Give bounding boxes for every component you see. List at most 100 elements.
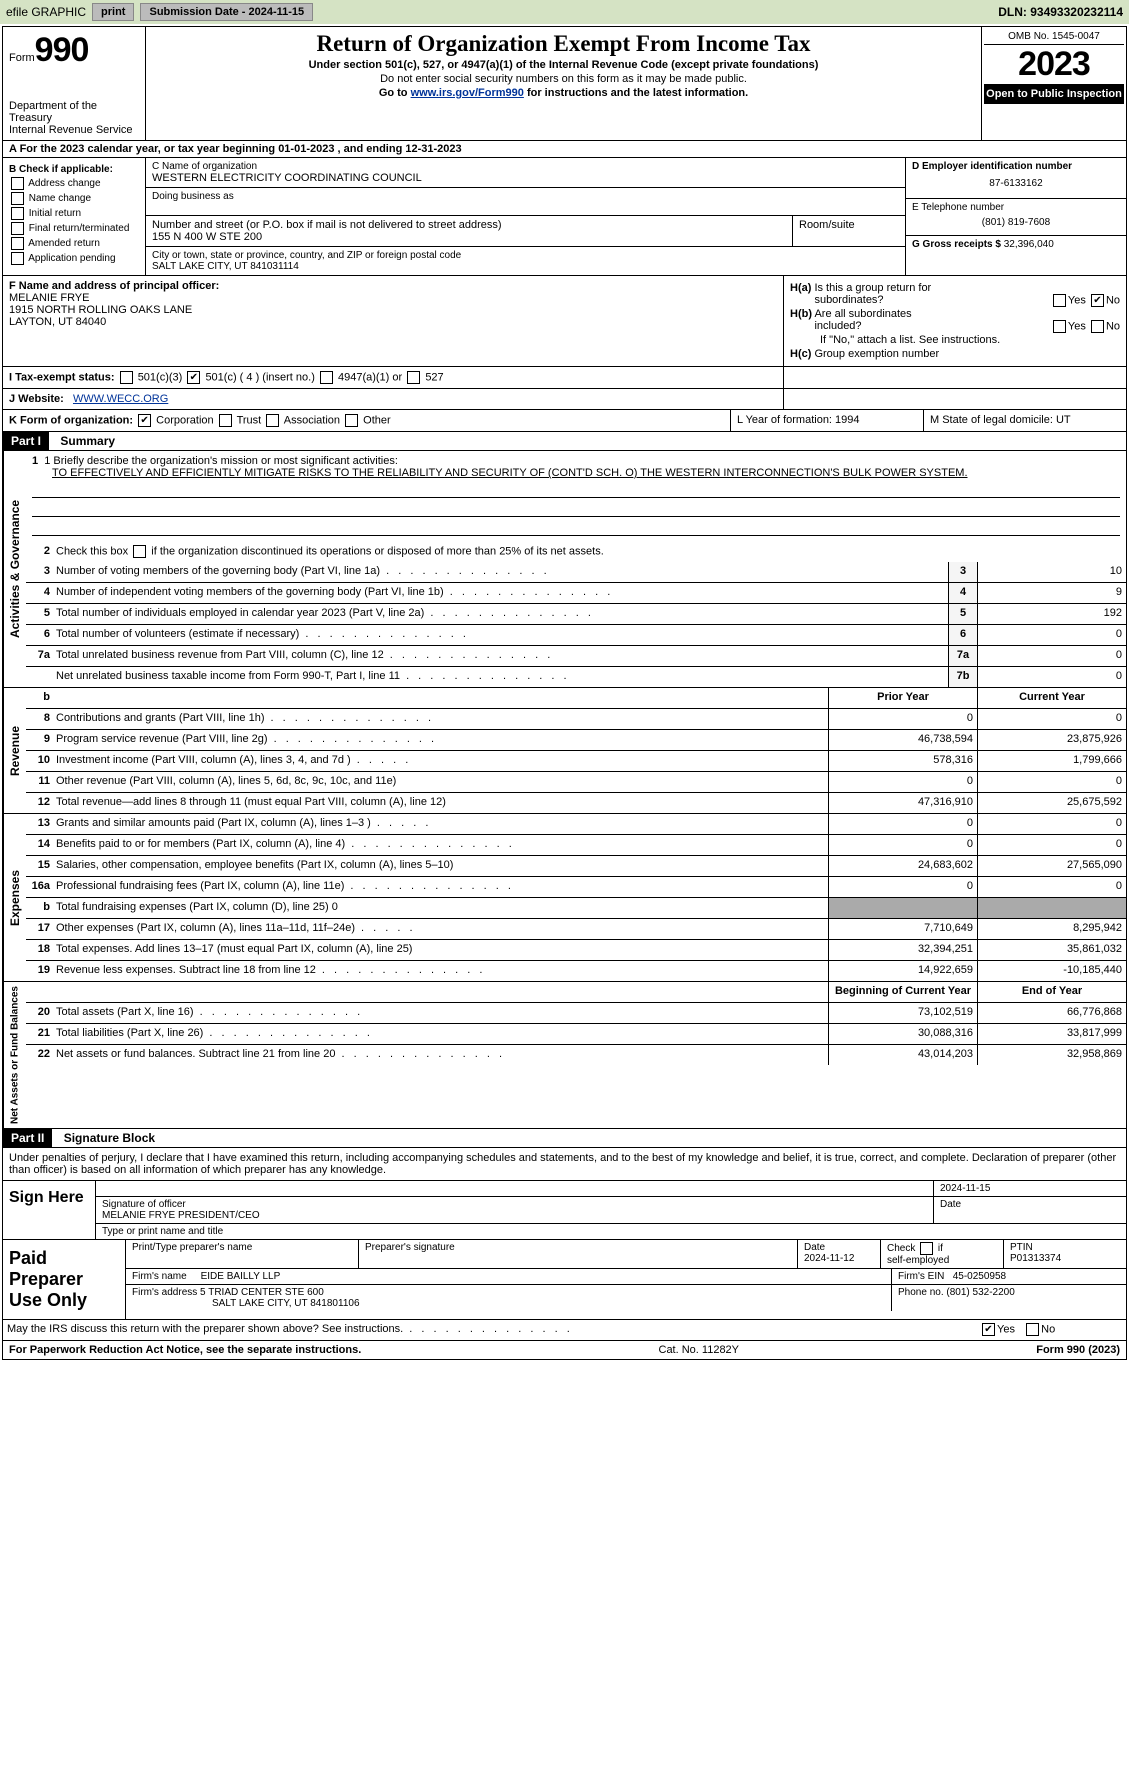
form-warn: Do not enter social security numbers on … <box>152 73 975 85</box>
form-container: Form990 Department of the Treasury Inter… <box>2 26 1127 1360</box>
line-1-mission: 1 1 Briefly describe the organization's … <box>26 451 1126 542</box>
other-checkbox[interactable] <box>345 414 358 427</box>
tab-net-assets: Net Assets or Fund Balances <box>3 982 26 1128</box>
self-employed-checkbox[interactable] <box>920 1242 933 1255</box>
form-header: Form990 Department of the Treasury Inter… <box>3 27 1126 141</box>
line-17: Other expenses (Part IX, column (A), lin… <box>52 919 828 939</box>
line-11: Other revenue (Part VIII, column (A), li… <box>52 772 828 792</box>
submission-date-button[interactable]: Submission Date - 2024-11-15 <box>140 3 313 21</box>
amended-return-checkbox[interactable] <box>11 237 24 250</box>
section-b-through-g: B Check if applicable: Address change Na… <box>3 158 1126 276</box>
type-print-label: Type or print name and title <box>96 1224 1126 1239</box>
footer-form: Form 990 (2023) <box>1036 1344 1120 1356</box>
form-title: Return of Organization Exempt From Incom… <box>152 31 975 57</box>
current-year-hdr: Current Year <box>977 688 1126 708</box>
line2-checkbox[interactable] <box>133 545 146 558</box>
line-4: Number of independent voting members of … <box>52 583 948 603</box>
501c3-checkbox[interactable] <box>120 371 133 384</box>
row-f-h: F Name and address of principal officer:… <box>3 276 1126 367</box>
phone-value: (801) 819-7608 <box>912 213 1120 232</box>
ein-label: D Employer identification number <box>912 161 1120 172</box>
line-2: Check this box if the organization disco… <box>52 542 1126 562</box>
line-20: Total assets (Part X, line 16) <box>52 1003 828 1023</box>
final-return-checkbox[interactable] <box>11 222 24 235</box>
line-7a-val: 0 <box>977 646 1126 666</box>
footer-left: For Paperwork Reduction Act Notice, see … <box>9 1344 361 1356</box>
ha-yes-checkbox[interactable] <box>1053 294 1066 307</box>
omb-number: OMB No. 1545-0047 <box>984 29 1124 45</box>
address-change-checkbox[interactable] <box>11 177 24 190</box>
open-inspection-badge: Open to Public Inspection <box>984 84 1124 104</box>
4947-checkbox[interactable] <box>320 371 333 384</box>
application-pending-checkbox[interactable] <box>11 252 24 265</box>
officer-name-title: MELANIE FRYE PRESIDENT/CEO <box>102 1210 927 1221</box>
sig-date: 2024-11-15 <box>934 1181 1126 1196</box>
line-7b: Net unrelated business taxable income fr… <box>52 667 948 687</box>
hb-yes-checkbox[interactable] <box>1053 320 1066 333</box>
firm-ein: 45-0250958 <box>953 1271 1006 1282</box>
expenses-section: Expenses 13Grants and similar amounts pa… <box>3 814 1126 982</box>
col-c-org-info: C Name of organization WESTERN ELECTRICI… <box>146 158 906 275</box>
officer-addr2: LAYTON, UT 84040 <box>9 316 777 328</box>
state-domicile: M State of legal domicile: UT <box>924 410 1126 431</box>
city-label: City or town, state or province, country… <box>152 250 899 261</box>
line-9: Program service revenue (Part VIII, line… <box>52 730 828 750</box>
trust-checkbox[interactable] <box>219 414 232 427</box>
h-b-note: If "No," attach a list. See instructions… <box>790 334 1120 346</box>
self-employed: Check ifself-employed <box>881 1240 1004 1268</box>
corp-checkbox[interactable] <box>138 414 151 427</box>
efile-label: efile GRAPHIC <box>6 5 86 19</box>
officer-addr1: 1915 NORTH ROLLING OAKS LANE <box>9 304 777 316</box>
line-14: Benefits paid to or for members (Part IX… <box>52 835 828 855</box>
room-suite-label: Room/suite <box>793 216 905 246</box>
h-c-line: H(c) Group exemption number <box>790 348 1120 360</box>
gross-receipts-label: G Gross receipts $ <box>912 239 1001 250</box>
paid-preparer-section: Paid Preparer Use Only Print/Type prepar… <box>3 1240 1126 1320</box>
net-assets-section: Net Assets or Fund Balances Beginning of… <box>3 982 1126 1129</box>
perjury-declaration: Under penalties of perjury, I declare th… <box>3 1148 1126 1180</box>
activities-governance-section: Activities & Governance 1 1 Briefly desc… <box>3 451 1126 688</box>
hb-no-checkbox[interactable] <box>1091 320 1104 333</box>
city-value: SALT LAKE CITY, UT 841031114 <box>152 261 899 272</box>
dba-label: Doing business as <box>152 191 899 202</box>
tax-year: 2023 <box>984 45 1124 84</box>
prep-name-label: Print/Type preparer's name <box>126 1240 359 1268</box>
discuss-no-checkbox[interactable] <box>1026 1323 1039 1336</box>
line-22: Net assets or fund balances. Subtract li… <box>52 1045 828 1065</box>
527-checkbox[interactable] <box>407 371 420 384</box>
assoc-checkbox[interactable] <box>266 414 279 427</box>
501c-checkbox[interactable] <box>187 371 200 384</box>
ein-value: 87-6133162 <box>912 172 1120 195</box>
line-6-val: 0 <box>977 625 1126 645</box>
begin-year-hdr: Beginning of Current Year <box>828 982 977 1002</box>
line-16b: Total fundraising expenses (Part IX, col… <box>52 898 828 918</box>
line-12: Total revenue—add lines 8 through 11 (mu… <box>52 793 828 813</box>
firm-phone: (801) 532-2200 <box>946 1287 1014 1298</box>
name-change-checkbox[interactable] <box>11 192 24 205</box>
initial-return-checkbox[interactable] <box>11 207 24 220</box>
discuss-yes-checkbox[interactable] <box>982 1323 995 1336</box>
col-d-e-g: D Employer identification number 87-6133… <box>906 158 1126 275</box>
form-subtitle: Under section 501(c), 527, or 4947(a)(1)… <box>152 59 975 71</box>
tab-expenses: Expenses <box>3 814 26 981</box>
line-6: Total number of volunteers (estimate if … <box>52 625 948 645</box>
paid-preparer-label: Paid Preparer Use Only <box>3 1240 126 1319</box>
irs-link[interactable]: www.irs.gov/Form990 <box>411 87 524 99</box>
line-15: Salaries, other compensation, employee b… <box>52 856 828 876</box>
org-name: WESTERN ELECTRICITY COORDINATING COUNCIL <box>152 172 899 184</box>
top-toolbar: efile GRAPHIC print Submission Date - 20… <box>0 0 1129 24</box>
website-link[interactable]: WWW.WECC.ORG <box>73 393 168 405</box>
prep-sig-label: Preparer's signature <box>359 1240 798 1268</box>
line-13: Grants and similar amounts paid (Part IX… <box>52 814 828 834</box>
footer-catalog: Cat. No. 11282Y <box>361 1344 1036 1356</box>
row-j: J Website: WWW.WECC.ORG <box>3 389 1126 410</box>
print-button[interactable]: print <box>92 3 134 21</box>
part-ii-header: Part II Signature Block <box>3 1129 1126 1148</box>
street-label: Number and street (or P.O. box if mail i… <box>152 219 786 231</box>
officer-name: MELANIE FRYE <box>9 292 777 304</box>
irs-label: Internal Revenue Service <box>9 124 139 136</box>
ha-no-checkbox[interactable] <box>1091 294 1104 307</box>
revenue-section: Revenue bPrior YearCurrent Year 8Contrib… <box>3 688 1126 814</box>
row-a-calendar-year: A For the 2023 calendar year, or tax yea… <box>3 141 1126 158</box>
street-value: 155 N 400 W STE 200 <box>152 231 786 243</box>
